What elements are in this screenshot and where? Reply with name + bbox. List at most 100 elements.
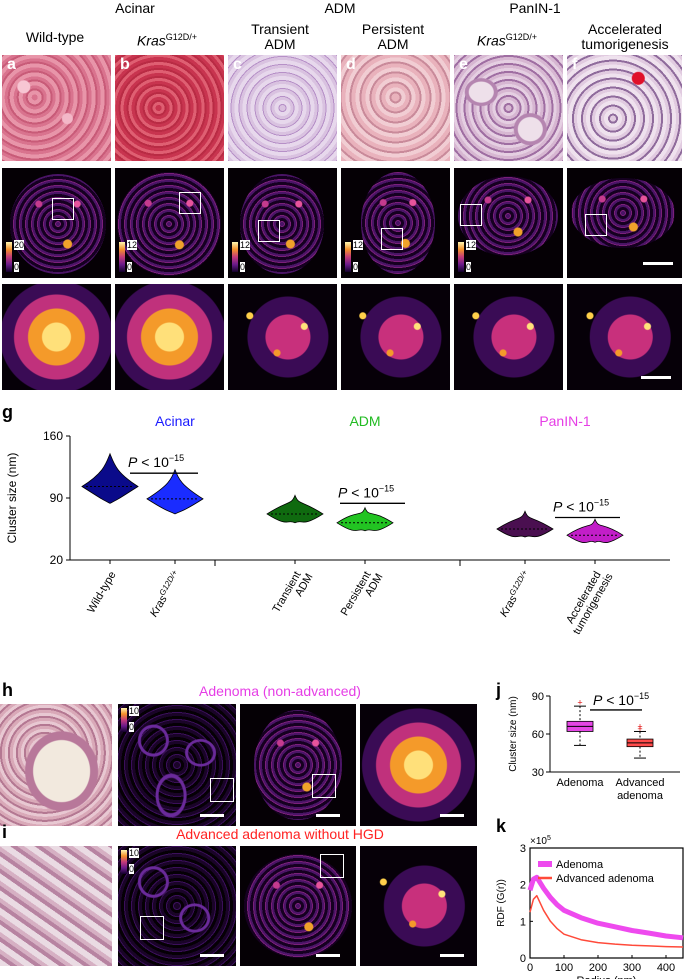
colorbar-max-label: 20: [14, 240, 25, 250]
rdf-line-chart: 0 1 2 3 0 100 200 300 400 ×105 Radius (nm) RDF (G(r…: [496, 835, 684, 979]
colorbar-max-label: 12: [127, 240, 138, 250]
colorbar-min-label: 0: [466, 262, 472, 272]
zoom-image-kras: [115, 284, 224, 390]
y-scale-label: ×105: [530, 835, 551, 847]
column-header-persistent-adm: Persistent ADM: [361, 21, 425, 52]
outlier-marker: +: [637, 724, 642, 734]
column-header-kras: KrasG12D/+: [136, 32, 198, 49]
panel-label-h: h: [2, 680, 13, 700]
panel-label-i: i: [2, 822, 8, 842]
p-value-label: P < 10−15: [593, 691, 649, 708]
panel-label-a: a: [7, 56, 16, 73]
colorbar: [232, 242, 238, 272]
x-tick-label: Adenoma: [556, 777, 604, 789]
panel-label-k: k: [496, 816, 507, 836]
he-image-wild-type: [2, 55, 111, 161]
zoom-image-accelerated: [567, 284, 682, 390]
x-tick-label: 200: [589, 962, 607, 974]
panel-label-e: e: [459, 56, 468, 73]
x-tick-label: 100: [555, 962, 573, 974]
violin: [336, 506, 394, 532]
colorbar: [121, 708, 127, 732]
scale-bar: [440, 814, 464, 817]
y-axis-label: Cluster size (nm): [508, 696, 519, 772]
colorbar: [119, 242, 125, 272]
outlier-marker: +: [577, 697, 582, 707]
x-axis-label: Radius (nm): [577, 975, 637, 979]
roi-box: [52, 198, 74, 220]
scale-bar: [643, 262, 673, 265]
roi-box: [210, 778, 234, 802]
roi-box: [460, 204, 482, 226]
series-line: [527, 874, 684, 941]
roi-box: [179, 192, 201, 214]
panel-label-g: g: [2, 402, 13, 422]
roi-box: [258, 220, 280, 242]
group-title: ADM: [349, 413, 380, 429]
he-image-transient-adm: [228, 55, 337, 161]
violin: [146, 468, 204, 515]
x-tick-label: KrasG12D/+: [146, 568, 183, 619]
panel-label-b: b: [120, 56, 130, 73]
zoom-image-wild-type: [2, 284, 111, 390]
column-header-transient-adm: Transient ADM: [251, 21, 309, 52]
y-tick-label: 2: [520, 880, 526, 892]
colorbar: [458, 242, 464, 272]
sted-nucleus-accelerated: [567, 168, 682, 278]
nucleus: [244, 854, 352, 958]
colorbar-min-label: 0: [129, 864, 135, 874]
zoom-image-persistent-adm: [341, 284, 450, 390]
x-tick-label: adenoma: [617, 790, 664, 802]
x-tick-label: 300: [623, 962, 641, 974]
roi-box: [381, 228, 403, 250]
x-tick-label: 400: [657, 962, 675, 974]
colorbar-max-label: 12: [353, 240, 364, 250]
sted-nucleus-wild-type: [2, 168, 111, 278]
scale-bar: [641, 376, 671, 379]
y-tick-label: 90: [532, 691, 544, 703]
colorbar-max-label: 10: [129, 706, 140, 716]
nucleus: [361, 172, 435, 274]
x-tick-label: Advanced: [616, 777, 665, 789]
x-tick-label: Wild-type: [85, 570, 118, 616]
he-image-advanced-adenoma: [0, 846, 112, 966]
x-tick-label: KrasG12D/+: [496, 568, 533, 619]
scale-bar: [200, 814, 224, 817]
roi-box: [312, 774, 336, 798]
panel-label-f: f: [572, 56, 578, 73]
legend-label: Advanced adenoma: [556, 873, 655, 885]
colorbar: [6, 242, 12, 272]
he-image-persistent-adm: [341, 55, 450, 161]
colorbar-max-label: 12: [466, 240, 477, 250]
y-tick-label: 20: [50, 553, 64, 567]
y-tick-label: 60: [532, 729, 544, 741]
p-value-label: P < 10−15: [338, 483, 394, 500]
zoom-image-advanced-adenoma: [360, 846, 477, 966]
panel-label-d: d: [346, 56, 356, 73]
colorbar-min-label: 0: [129, 722, 135, 732]
sted-nucleus-adenoma: [240, 704, 356, 826]
roi-box: [140, 916, 164, 940]
colorbar-min-label: 0: [14, 262, 20, 272]
violin-chart: 160 90 20 Cluster size (nm) Wild-type KrasG12…: [5, 413, 670, 637]
y-axis-label: RDF (G(r)): [496, 879, 507, 927]
violin: [566, 518, 624, 543]
colorbar-max-label: 12: [240, 240, 251, 250]
he-image-accelerated: [567, 55, 682, 161]
panel-label-c: c: [233, 56, 242, 73]
series-line: [529, 894, 684, 948]
he-image-kras: [115, 55, 224, 161]
zoom-image-transient-adm: [228, 284, 337, 390]
nucleus: [10, 174, 106, 274]
sted-nucleus-persistent-adm: [341, 168, 450, 278]
legend-label: Adenoma: [556, 859, 604, 871]
column-header-accelerated: Accelerated tumorigenesis: [581, 21, 669, 52]
group-label-panin1: PanIN-1: [509, 0, 561, 16]
nucleus: [254, 710, 342, 820]
sted-nucleus-transient-adm: [228, 168, 337, 278]
colorbar: [121, 850, 127, 874]
p-value-label: P < 10−15: [553, 497, 609, 514]
nucleus: [240, 174, 324, 274]
column-header-wild-type: Wild-type: [25, 29, 85, 45]
violin: [496, 510, 554, 538]
